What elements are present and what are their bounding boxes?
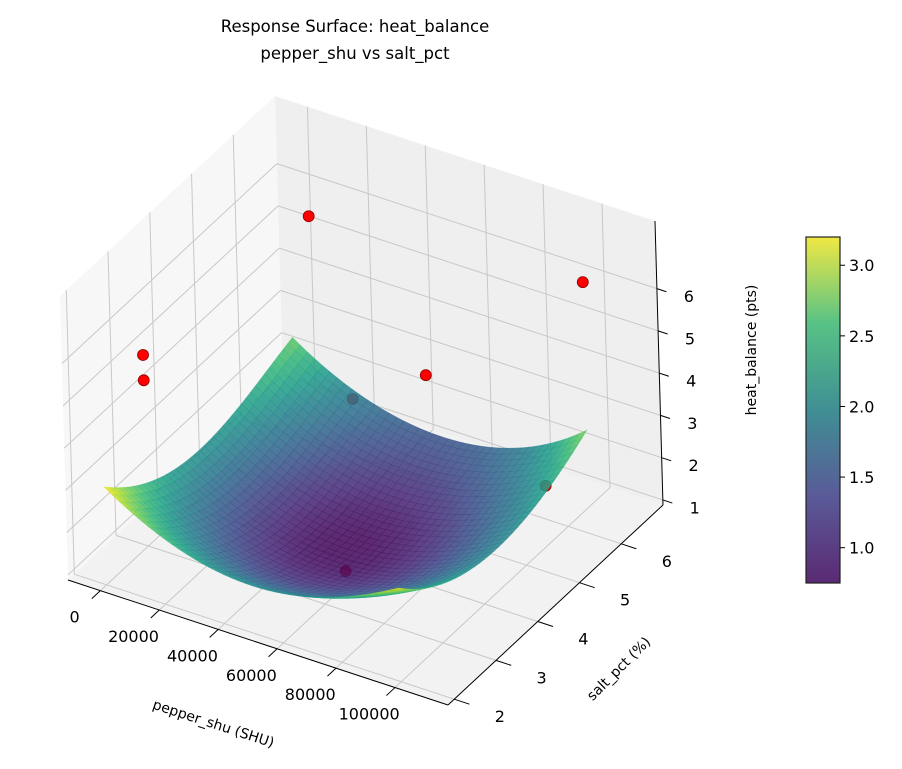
data-point bbox=[303, 211, 314, 222]
z-tick bbox=[660, 415, 670, 418]
x-axis-label: pepper_shu (SHU) bbox=[151, 697, 276, 751]
data-point bbox=[577, 277, 588, 288]
z-tick bbox=[659, 373, 669, 376]
z-tick-label: 2 bbox=[688, 456, 698, 475]
x-tick bbox=[210, 629, 219, 637]
colorbar-tick-label: 1.0 bbox=[849, 539, 874, 558]
x-tick bbox=[151, 610, 160, 618]
z-tick bbox=[657, 289, 667, 292]
y-tick bbox=[621, 544, 636, 549]
y-tick bbox=[538, 622, 553, 627]
x-tick-label: 100000 bbox=[339, 705, 400, 724]
colorbar-tick-label: 3.0 bbox=[849, 256, 874, 275]
z-axis-label: heat_balance (pts) bbox=[744, 285, 760, 416]
colorbar-tick-label: 2.5 bbox=[849, 327, 874, 346]
x-tick bbox=[327, 668, 336, 676]
z-tick-label: 4 bbox=[686, 372, 696, 391]
y-tick bbox=[496, 660, 511, 665]
y-tick bbox=[580, 583, 595, 588]
y-tick-label: 6 bbox=[662, 552, 672, 571]
z-tick bbox=[663, 500, 673, 503]
z-tick-label: 5 bbox=[685, 329, 695, 348]
x-tick bbox=[269, 649, 278, 657]
y-tick-label: 2 bbox=[495, 707, 505, 726]
x-tick-label: 40000 bbox=[167, 646, 218, 665]
data-point bbox=[138, 349, 149, 360]
data-point bbox=[420, 370, 431, 381]
y-axis-label: salt_pct (%) bbox=[584, 634, 654, 704]
y-tick-label: 3 bbox=[537, 668, 547, 687]
data-point bbox=[138, 375, 149, 386]
chart-subtitle: pepper_shu vs salt_pct bbox=[260, 44, 450, 64]
x-tick-label: 80000 bbox=[285, 685, 336, 704]
z-tick bbox=[658, 331, 668, 334]
x-tick bbox=[92, 591, 101, 599]
x-tick bbox=[386, 688, 395, 696]
x-tick-label: 0 bbox=[70, 608, 80, 627]
chart-title: Response Surface: heat_balance bbox=[221, 17, 490, 37]
y-tick-label: 5 bbox=[620, 591, 630, 610]
colorbar bbox=[806, 237, 840, 583]
z-tick bbox=[662, 458, 672, 461]
colorbar-ticks: 1.0 1.5 2.0 2.5 3.0 bbox=[840, 256, 874, 557]
x-tick-label: 60000 bbox=[226, 666, 277, 685]
colorbar-tick-label: 1.5 bbox=[849, 468, 874, 487]
x-tick-label: 20000 bbox=[108, 627, 159, 646]
z-tick-label: 1 bbox=[690, 498, 700, 517]
z-tick-label: 3 bbox=[687, 414, 697, 433]
y-tick-label: 4 bbox=[578, 630, 588, 649]
z-tick-label: 6 bbox=[684, 287, 694, 306]
y-tick bbox=[454, 699, 469, 704]
colorbar-tick-label: 2.0 bbox=[849, 397, 874, 416]
